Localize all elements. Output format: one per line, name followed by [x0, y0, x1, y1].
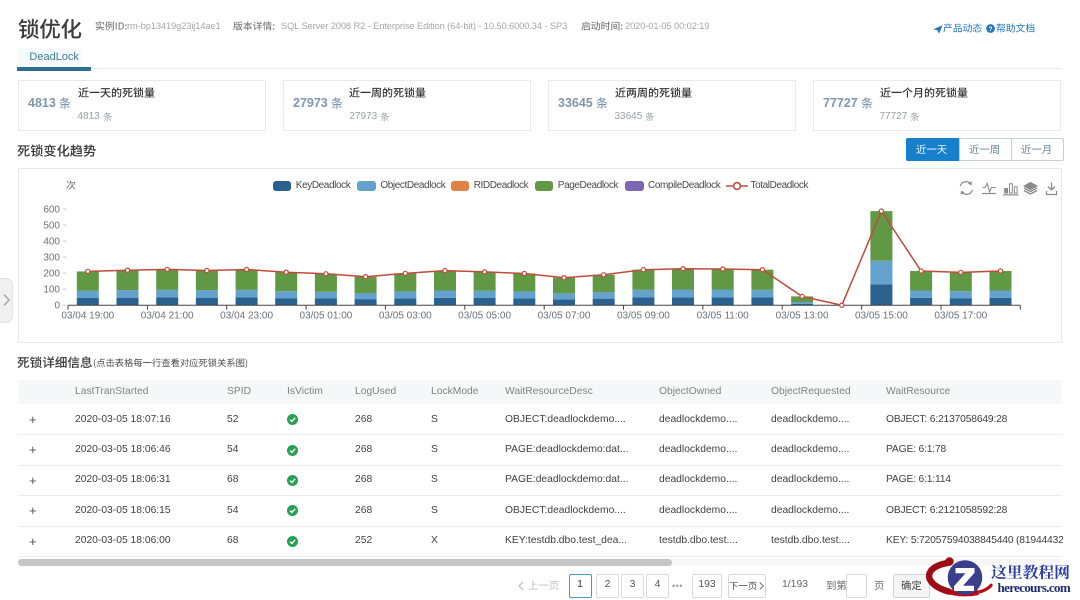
svg-text:03/04 23:00: 03/04 23:00: [220, 311, 273, 322]
svg-text:03/05 11:00: 03/05 11:00: [697, 311, 750, 322]
svg-text:03/05 17:00: 03/05 17:00: [934, 311, 987, 322]
svg-text:03/05 01:00: 03/05 01:00: [299, 311, 352, 322]
svg-text:600: 600: [43, 205, 60, 216]
svg-text:03/05 09:00: 03/05 09:00: [617, 311, 670, 322]
svg-text:?: ?: [989, 25, 993, 32]
svg-text:500: 500: [43, 221, 60, 232]
svg-text:03/05 07:00: 03/05 07:00: [538, 311, 591, 322]
svg-text:100: 100: [43, 285, 60, 296]
svg-text:03/05 05:00: 03/05 05:00: [458, 311, 511, 322]
svg-text:03/05 03:00: 03/05 03:00: [379, 311, 432, 322]
svg-text:200: 200: [43, 269, 60, 280]
svg-text:300: 300: [43, 253, 60, 264]
svg-text:400: 400: [43, 237, 60, 248]
svg-text:0: 0: [54, 301, 60, 312]
svg-text:03/04 19:00: 03/04 19:00: [61, 311, 114, 322]
svg-text:03/05 15:00: 03/05 15:00: [855, 311, 908, 322]
svg-text:03/04 21:00: 03/04 21:00: [141, 311, 194, 322]
svg-text:03/05 13:00: 03/05 13:00: [776, 311, 829, 322]
